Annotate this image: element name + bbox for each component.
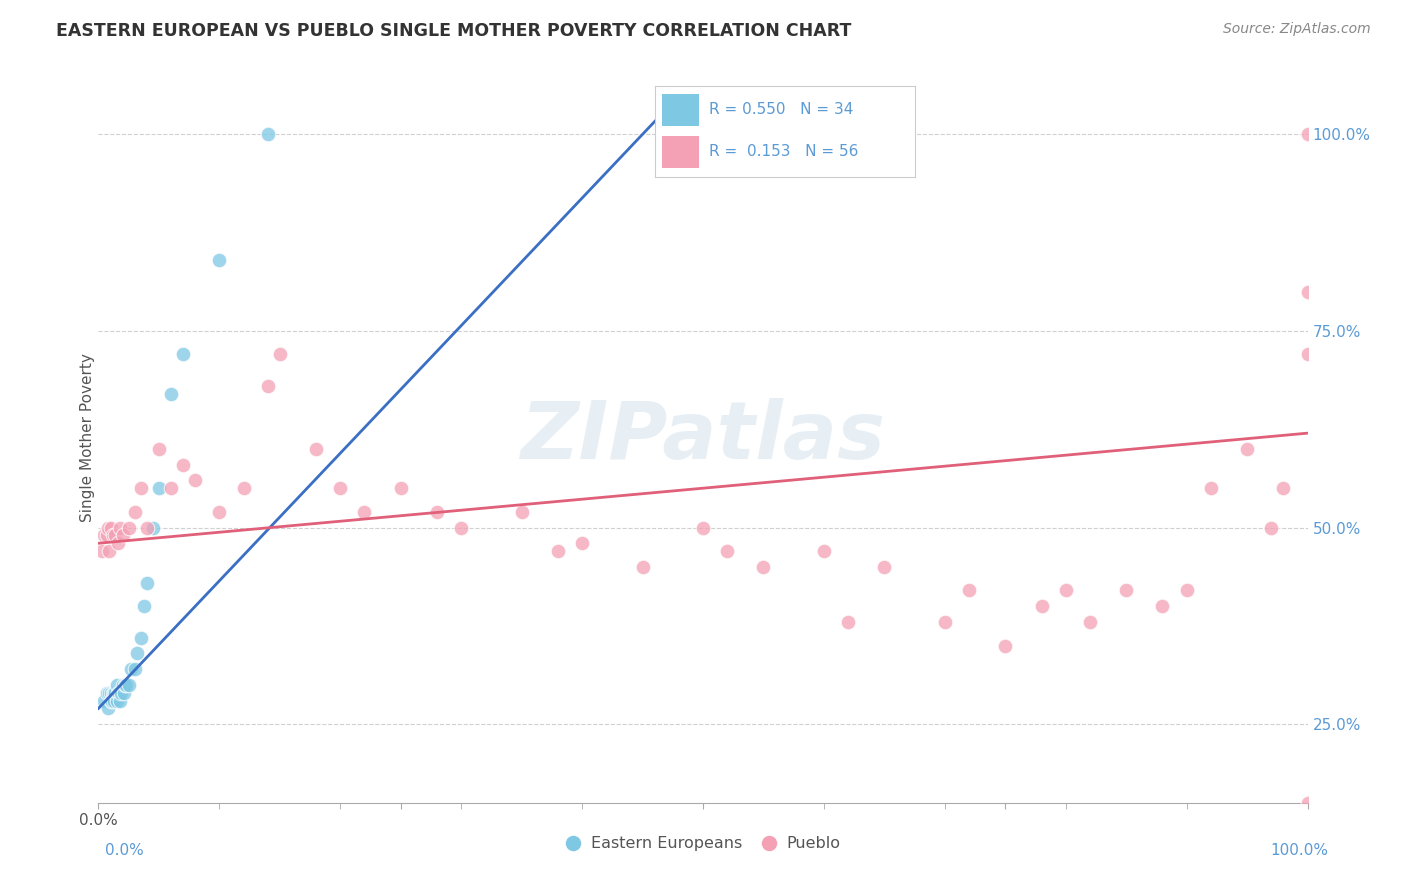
Point	[752, 559, 775, 574]
Point	[97, 520, 120, 534]
Point	[232, 481, 254, 495]
Point	[96, 686, 118, 700]
Point	[124, 505, 146, 519]
Point	[208, 253, 231, 268]
Point	[111, 678, 134, 692]
Text: 0.0%: 0.0%	[105, 843, 145, 858]
Point	[100, 686, 122, 700]
Point	[142, 520, 165, 534]
Point	[813, 544, 835, 558]
Point	[1296, 285, 1319, 299]
Point	[111, 528, 134, 542]
Point	[1152, 599, 1174, 614]
Point	[450, 520, 472, 534]
Point	[631, 559, 654, 574]
Text: 100.0%: 100.0%	[1271, 843, 1329, 858]
Point	[97, 701, 120, 715]
Point	[208, 505, 231, 519]
Point	[329, 481, 352, 495]
Point	[305, 442, 328, 456]
Point	[510, 505, 533, 519]
Legend: Eastern Europeans, Pueblo: Eastern Europeans, Pueblo	[558, 830, 848, 857]
Text: EASTERN EUROPEAN VS PUEBLO SINGLE MOTHER POVERTY CORRELATION CHART: EASTERN EUROPEAN VS PUEBLO SINGLE MOTHER…	[56, 22, 852, 40]
Point	[1078, 615, 1101, 629]
Point	[104, 528, 127, 542]
Point	[120, 662, 142, 676]
Point	[389, 481, 412, 495]
Point	[105, 678, 128, 692]
Point	[1175, 583, 1198, 598]
Point	[100, 693, 122, 707]
Point	[135, 520, 157, 534]
Point	[547, 544, 569, 558]
Point	[108, 693, 131, 707]
Point	[98, 686, 121, 700]
Point	[98, 544, 121, 558]
Point	[1115, 583, 1137, 598]
Point	[107, 536, 129, 550]
Point	[110, 686, 132, 700]
Point	[93, 528, 115, 542]
Point	[353, 505, 375, 519]
Point	[100, 693, 122, 707]
Point	[1296, 128, 1319, 142]
Point	[426, 505, 449, 519]
Point	[160, 481, 183, 495]
Point	[115, 678, 138, 692]
Point	[148, 442, 170, 456]
Point	[1296, 796, 1319, 810]
Point	[91, 544, 114, 558]
Point	[837, 615, 859, 629]
Point	[124, 662, 146, 676]
Point	[148, 481, 170, 495]
Point	[1260, 520, 1282, 534]
Point	[934, 615, 956, 629]
Point	[112, 686, 135, 700]
Point	[103, 693, 125, 707]
Point	[103, 686, 125, 700]
Point	[104, 686, 127, 700]
Point	[134, 599, 156, 614]
Point	[160, 387, 183, 401]
Point	[172, 347, 194, 361]
Point	[105, 693, 128, 707]
Point	[256, 379, 278, 393]
Point	[692, 520, 714, 534]
Point	[1031, 599, 1053, 614]
Point	[129, 481, 152, 495]
Point	[114, 678, 136, 692]
Point	[129, 631, 152, 645]
Point	[269, 347, 291, 361]
Point	[101, 528, 124, 542]
Point	[107, 686, 129, 700]
Point	[96, 528, 118, 542]
Point	[118, 520, 141, 534]
Y-axis label: Single Mother Poverty: Single Mother Poverty	[80, 352, 94, 522]
Point	[1236, 442, 1258, 456]
Point	[1054, 583, 1077, 598]
Point	[1296, 347, 1319, 361]
Point	[184, 473, 207, 487]
Text: ZIPatlas: ZIPatlas	[520, 398, 886, 476]
Point	[118, 678, 141, 692]
Point	[873, 559, 896, 574]
Point	[716, 544, 738, 558]
Point	[994, 639, 1017, 653]
Point	[127, 646, 149, 660]
Point	[135, 575, 157, 590]
Point	[1272, 481, 1295, 495]
Point	[256, 128, 278, 142]
Point	[957, 583, 980, 598]
Point	[100, 520, 122, 534]
Point	[108, 520, 131, 534]
Point	[172, 458, 194, 472]
Point	[1199, 481, 1222, 495]
Point	[93, 693, 115, 707]
Point	[571, 536, 593, 550]
Text: Source: ZipAtlas.com: Source: ZipAtlas.com	[1223, 22, 1371, 37]
Point	[108, 686, 131, 700]
Point	[101, 686, 124, 700]
